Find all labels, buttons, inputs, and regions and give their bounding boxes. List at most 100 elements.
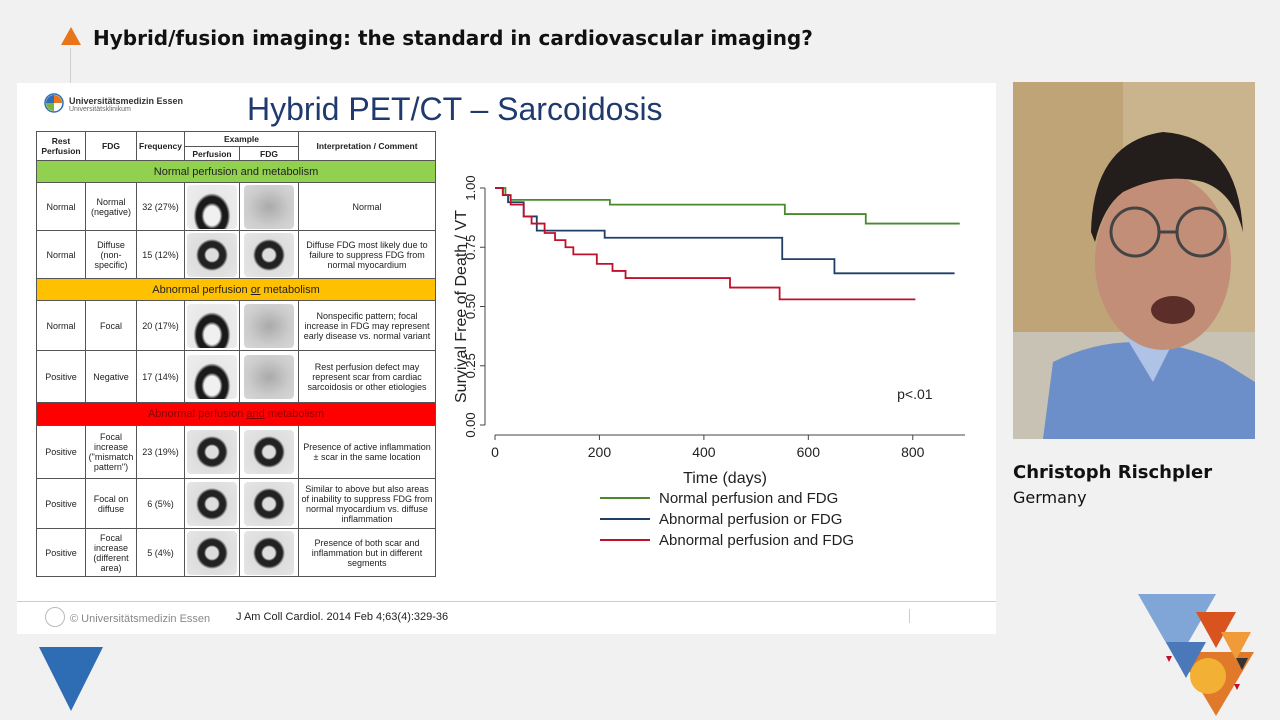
speaker-video-frame	[1013, 82, 1255, 439]
fdg-image	[239, 300, 299, 351]
university-logo	[44, 93, 64, 113]
x-tick-label: 600	[797, 444, 821, 460]
fdg-image	[239, 182, 299, 231]
perfusion-image	[184, 300, 240, 351]
col-interpretation: Interpretation / Comment	[298, 131, 436, 161]
cell-rest: Positive	[36, 478, 86, 529]
fdg-image	[239, 425, 299, 479]
cell-comment: Presence of active inflammation ± scar i…	[298, 425, 436, 479]
section-label: Abnormal perfusion and metabolism	[36, 402, 436, 426]
logo-name: Universitätsmedizin Essen	[69, 96, 184, 106]
table-row: Positive Focal increase ("mismatch patte…	[36, 425, 436, 479]
fdg-image	[239, 478, 299, 529]
col-frequency: Frequency	[136, 131, 185, 161]
perfusion-scan-image	[187, 481, 237, 526]
series-line	[495, 187, 916, 301]
cell-rest: Positive	[36, 425, 86, 479]
cell-fdg: Focal	[85, 300, 137, 351]
fdg-scan-image	[244, 354, 294, 399]
table-row: Normal Focal 20 (17%) Nonspecific patter…	[36, 300, 436, 351]
y-tick-label: 0.25	[463, 353, 478, 378]
footer-divider	[17, 601, 996, 602]
table-row: Positive Negative 17 (14%) Rest perfusio…	[36, 350, 436, 403]
section-label: Abnormal perfusion or metabolism	[36, 278, 436, 301]
section-normal: Normal perfusion and metabolism	[36, 160, 436, 183]
p-value-annotation: p<.01	[897, 386, 933, 402]
x-tick-label: 0	[491, 444, 499, 460]
fdg-scan-image	[244, 530, 294, 575]
cell-fdg: Normal (negative)	[85, 182, 137, 231]
section-label-pre: Abnormal perfusion	[147, 408, 247, 420]
perfusion-image	[184, 230, 240, 279]
fdg-image	[239, 528, 299, 577]
perfusion-image	[184, 528, 240, 577]
cell-fdg: Focal increase (different area)	[85, 528, 137, 577]
slide-title: Hybrid PET/CT – Sarcoidosis	[247, 91, 663, 127]
sarcoidosis-table: Rest Perfusion FDG Frequency Example Int…	[36, 131, 436, 577]
logo-mark-icon	[44, 93, 64, 113]
presentation-title: Hybrid/fusion imaging: the standard in c…	[93, 26, 813, 50]
survival-chart: 0 200 400 600 800 0.00 0.25 0.50 0.75 1.00 Time (d…	[453, 175, 965, 549]
cell-comment: Normal	[298, 182, 436, 231]
table-row: Normal Normal (negative) 32 (27%) Normal	[36, 182, 436, 231]
perfusion-image	[184, 425, 240, 479]
decorative-blue-triangle	[39, 647, 103, 711]
cell-frequency: 32 (27%)	[136, 182, 185, 231]
perfusion-scan-image	[187, 303, 237, 348]
footer-copyright: © Universitätsmedizin Essen	[70, 613, 211, 625]
cell-rest: Normal	[36, 300, 86, 351]
section-label-or: or	[250, 283, 261, 296]
perfusion-scan-image	[187, 430, 237, 474]
fdg-scan-image	[244, 232, 294, 277]
section-label-and: and	[246, 408, 265, 420]
speaker-name: Christoph Rischpler	[1013, 462, 1213, 483]
cell-frequency: 17 (14%)	[136, 350, 185, 403]
footer-logo-mark	[45, 607, 65, 627]
section-abnormal-or: Abnormal perfusion or metabolism	[36, 278, 436, 301]
y-axis-label: Survival Free of Death / VT	[453, 210, 470, 403]
perfusion-scan-image	[187, 232, 237, 277]
cell-frequency: 20 (17%)	[136, 300, 185, 351]
fdg-image	[239, 230, 299, 279]
cell-rest: Positive	[36, 350, 86, 403]
cell-comment: Presence of both scar and inflammation b…	[298, 528, 436, 577]
x-tick-label: 400	[692, 444, 716, 460]
speaker-video	[1013, 82, 1255, 439]
cell-comment: Similar to above but also areas of inabi…	[298, 478, 436, 529]
cell-fdg: Diffuse (non-specific)	[85, 230, 137, 279]
table-row: Positive Focal on diffuse 6 (5%) Similar…	[36, 478, 436, 529]
section-label: Normal perfusion and metabolism	[36, 160, 436, 183]
cell-frequency: 23 (19%)	[136, 425, 185, 479]
fdg-scan-image	[244, 430, 294, 474]
title-marker-triangle	[61, 27, 81, 45]
cell-frequency: 15 (12%)	[136, 230, 185, 279]
section-abnormal-and: Abnormal perfusion and metabolism	[36, 402, 436, 426]
col-example-perfusion: Perfusion	[184, 146, 240, 161]
y-tick-label: 0.75	[463, 235, 478, 260]
col-fdg: FDG	[85, 131, 137, 161]
cell-fdg: Focal on diffuse	[85, 478, 137, 529]
series-line	[495, 187, 960, 225]
speaker-country: Germany	[1013, 488, 1087, 507]
cell-comment: Nonspecific pattern; focal increase in F…	[298, 300, 436, 351]
perfusion-image	[184, 182, 240, 231]
series-line	[495, 187, 955, 275]
perfusion-image	[184, 478, 240, 529]
decorative-mosaic-logo	[1138, 594, 1254, 716]
y-tick-label: 1.00	[463, 175, 478, 200]
col-example: Example	[184, 131, 299, 147]
x-axis-label: Time (days)	[683, 470, 767, 487]
col-rest-perfusion: Rest Perfusion	[36, 131, 86, 161]
cell-fdg: Negative	[85, 350, 137, 403]
section-label-post: metabolism	[264, 408, 325, 420]
logo-subtitle: Universitätsklinikum	[69, 106, 131, 113]
section-label-post: metabolism	[260, 283, 320, 296]
cell-rest: Positive	[36, 528, 86, 577]
table-row: Normal Diffuse (non-specific) 15 (12%) D…	[36, 230, 436, 279]
legend-label: Abnormal perfusion and FDG	[659, 532, 854, 549]
section-label-pre: Abnormal perfusion	[152, 283, 251, 296]
slide-panel: Universitätsmedizin Essen Universitätskl…	[17, 83, 996, 634]
header-guide-line	[70, 48, 71, 84]
cell-comment: Rest perfusion defect may represent scar…	[298, 350, 436, 403]
perfusion-image	[184, 350, 240, 403]
